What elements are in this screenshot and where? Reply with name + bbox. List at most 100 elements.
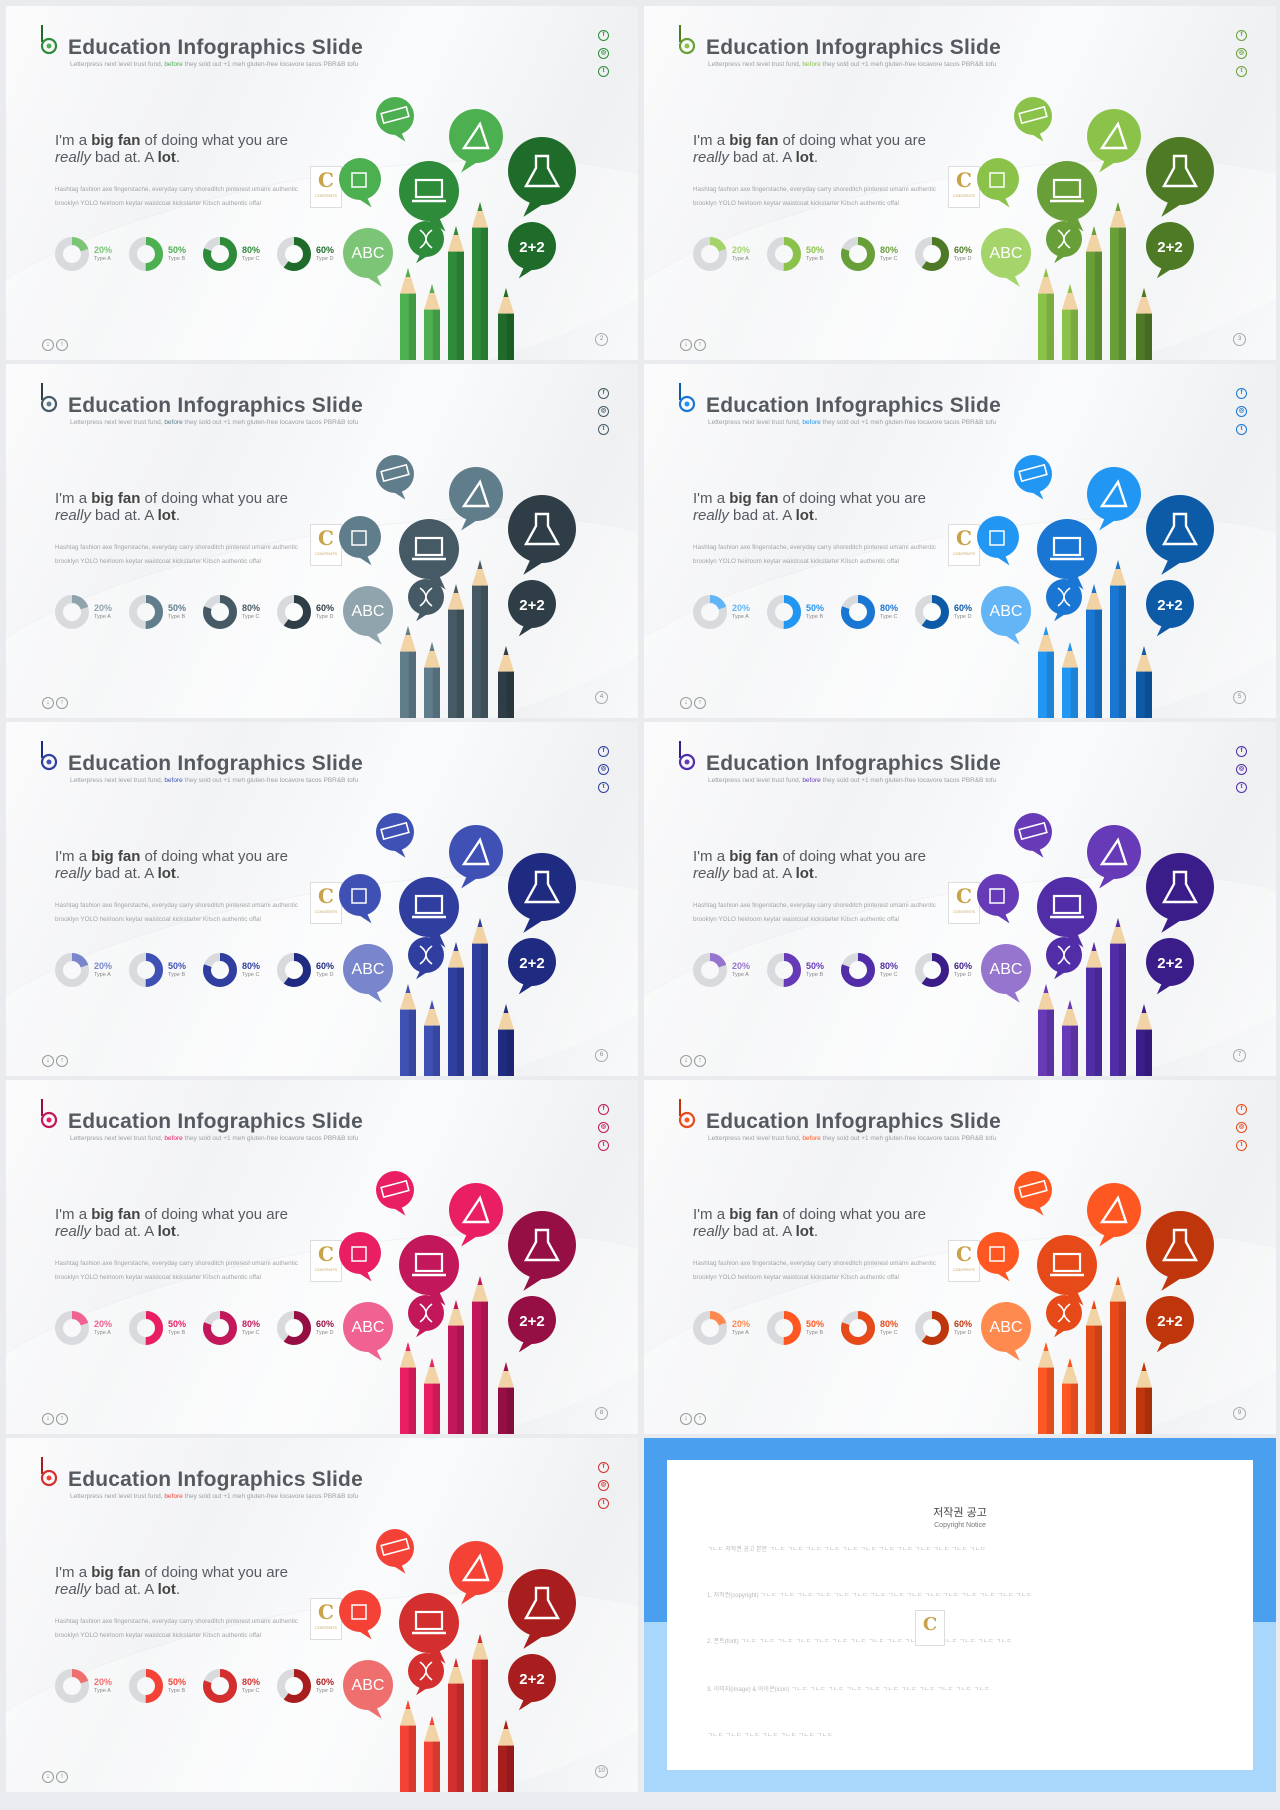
- arrow-up-icon[interactable]: ↑: [56, 1413, 68, 1425]
- education-illustration: ABC 2+2: [970, 1170, 1220, 1434]
- donut-type-label: Type A: [94, 1688, 111, 1694]
- donut-type-label: Type A: [94, 972, 111, 978]
- cube-bubble-icon: [339, 158, 381, 208]
- arrow-up-icon[interactable]: ↑: [694, 1055, 706, 1067]
- donut-type-label: Type C: [880, 1330, 898, 1336]
- social-links: f ◎ t: [598, 388, 610, 442]
- slide-subtitle: Letterpress next level trust fund, befor…: [708, 419, 997, 426]
- donut-type-label: Type B: [168, 256, 186, 262]
- donut-type-label: Type D: [316, 1688, 334, 1694]
- slide-thumbnail[interactable]: Education Infographics Slide Letterpress …: [644, 1080, 1276, 1434]
- instagram-icon[interactable]: ◎: [598, 764, 609, 775]
- donut-chart-row: 20% Type A 50% Type B 80% Type C 60% Type D: [692, 236, 992, 276]
- instagram-icon[interactable]: ◎: [598, 1480, 609, 1491]
- arrow-down-icon[interactable]: ↓: [42, 697, 54, 709]
- arrow-up-icon[interactable]: ↑: [56, 697, 68, 709]
- arrow-up-icon[interactable]: ↑: [694, 1413, 706, 1425]
- arrow-down-icon[interactable]: ↓: [42, 339, 54, 351]
- geometry-bubble-icon: [1087, 1183, 1141, 1247]
- instagram-icon[interactable]: ◎: [1236, 48, 1247, 59]
- facebook-icon[interactable]: f: [1236, 746, 1247, 757]
- twitter-icon[interactable]: t: [1236, 1140, 1247, 1151]
- slide-thumbnail[interactable]: Education Infographics Slide Letterpress …: [6, 1438, 638, 1792]
- cube-bubble-icon: [339, 516, 381, 566]
- arrow-down-icon[interactable]: ↓: [42, 1413, 54, 1425]
- donut-type-label: Type D: [316, 614, 334, 620]
- ruler-bubble-icon: [1014, 813, 1052, 858]
- facebook-icon[interactable]: f: [598, 1462, 609, 1473]
- twitter-icon[interactable]: t: [1236, 424, 1247, 435]
- instagram-icon[interactable]: ◎: [1236, 406, 1247, 417]
- slide-thumbnail[interactable]: Education Infographics Slide Letterpress …: [6, 364, 638, 718]
- twitter-icon[interactable]: t: [598, 1498, 609, 1509]
- slide-thumbnail[interactable]: Education Infographics Slide Letterpress …: [6, 6, 638, 360]
- donut-type-label: Type D: [316, 1330, 334, 1336]
- arrow-down-icon[interactable]: ↓: [680, 1055, 692, 1067]
- math-bubble-icon: 2+2: [508, 1296, 556, 1353]
- instagram-icon[interactable]: ◎: [1236, 1122, 1247, 1133]
- facebook-icon[interactable]: f: [1236, 388, 1247, 399]
- twitter-icon[interactable]: t: [598, 424, 609, 435]
- slide-title: Education Infographics Slide: [68, 394, 363, 417]
- arrow-up-icon[interactable]: ↑: [56, 339, 68, 351]
- social-links: f ◎ t: [1236, 746, 1248, 800]
- pencil-1: [400, 1700, 416, 1792]
- arrow-down-icon[interactable]: ↓: [680, 1413, 692, 1425]
- twitter-icon[interactable]: t: [598, 66, 609, 77]
- arrow-down-icon[interactable]: ↓: [42, 1771, 54, 1783]
- twitter-icon[interactable]: t: [598, 1140, 609, 1151]
- slide-title: Education Infographics Slide: [68, 1110, 363, 1133]
- body-text: Hashtag fashion axe fingerstache, everyd…: [55, 1618, 298, 1639]
- slide-thumbnail[interactable]: Education Infographics Slide Letterpress …: [6, 1080, 638, 1434]
- page-number: 2: [595, 333, 608, 346]
- geometry-bubble-icon: [449, 467, 503, 531]
- instagram-icon[interactable]: ◎: [598, 406, 609, 417]
- slide-thumbnail[interactable]: Education Infographics Slide Letterpress …: [644, 722, 1276, 1076]
- donut-percent-label: 20%: [732, 603, 751, 613]
- arrow-up-icon[interactable]: ↑: [56, 1771, 68, 1783]
- dna-bubble-icon: [408, 937, 444, 980]
- facebook-icon[interactable]: f: [598, 388, 609, 399]
- donut-percent-label: 50%: [168, 961, 187, 971]
- twitter-icon[interactable]: t: [1236, 66, 1247, 77]
- slide-thumbnail[interactable]: Education Infographics Slide Letterpress …: [6, 722, 638, 1076]
- body-text: Hashtag fashion axe fingerstache, everyd…: [693, 186, 936, 207]
- svg-text:2+2: 2+2: [1157, 1313, 1182, 1330]
- donut-type-label: Type C: [880, 972, 898, 978]
- donut-1: [693, 595, 727, 629]
- pencil-1: [1038, 1342, 1054, 1434]
- instagram-icon[interactable]: ◎: [598, 1122, 609, 1133]
- arrow-up-icon[interactable]: ↑: [56, 1055, 68, 1067]
- instagram-icon[interactable]: ◎: [1236, 764, 1247, 775]
- instagram-icon[interactable]: ◎: [598, 48, 609, 59]
- math-bubble-icon: 2+2: [508, 222, 556, 279]
- facebook-icon[interactable]: f: [598, 746, 609, 757]
- donut-percent-label: 50%: [806, 603, 825, 613]
- facebook-icon[interactable]: f: [1236, 30, 1247, 41]
- svg-text:ABC: ABC: [990, 603, 1023, 620]
- svg-text:2+2: 2+2: [1157, 955, 1182, 972]
- education-illustration: ABC 2+2: [970, 812, 1220, 1076]
- facebook-icon[interactable]: f: [1236, 1104, 1247, 1115]
- slide-title: Education Infographics Slide: [706, 1110, 1001, 1133]
- donut-4: [277, 1669, 311, 1703]
- donut-percent-label: 80%: [242, 1319, 261, 1329]
- slide-thumbnail[interactable]: Education Infographics Slide Letterpress …: [644, 6, 1276, 360]
- facebook-icon[interactable]: f: [598, 30, 609, 41]
- donut-type-label: Type D: [954, 972, 972, 978]
- donut-type-label: Type D: [954, 1330, 972, 1336]
- facebook-icon[interactable]: f: [598, 1104, 609, 1115]
- arrow-down-icon[interactable]: ↓: [680, 339, 692, 351]
- copyright-notice-slide[interactable]: 저작권 공고 Copyright Notice ㄱㄴㄷ 저작권 공고 본문 ㄱㄴㄷ …: [644, 1438, 1276, 1792]
- twitter-icon[interactable]: t: [598, 782, 609, 793]
- slide-thumbnail[interactable]: Education Infographics Slide Letterpress …: [644, 364, 1276, 718]
- arrow-up-icon[interactable]: ↑: [694, 339, 706, 351]
- contents-badge: C CONTENTS: [948, 1240, 980, 1282]
- twitter-icon[interactable]: t: [1236, 782, 1247, 793]
- arrow-up-icon[interactable]: ↑: [694, 697, 706, 709]
- arrow-down-icon[interactable]: ↓: [680, 697, 692, 709]
- arrow-down-icon[interactable]: ↓: [42, 1055, 54, 1067]
- quote-text: I'm a big fan of doing what you are reall…: [55, 1564, 288, 1598]
- body-text: Hashtag fashion axe fingerstache, everyd…: [55, 186, 298, 207]
- slide-title: Education Infographics Slide: [68, 1468, 363, 1491]
